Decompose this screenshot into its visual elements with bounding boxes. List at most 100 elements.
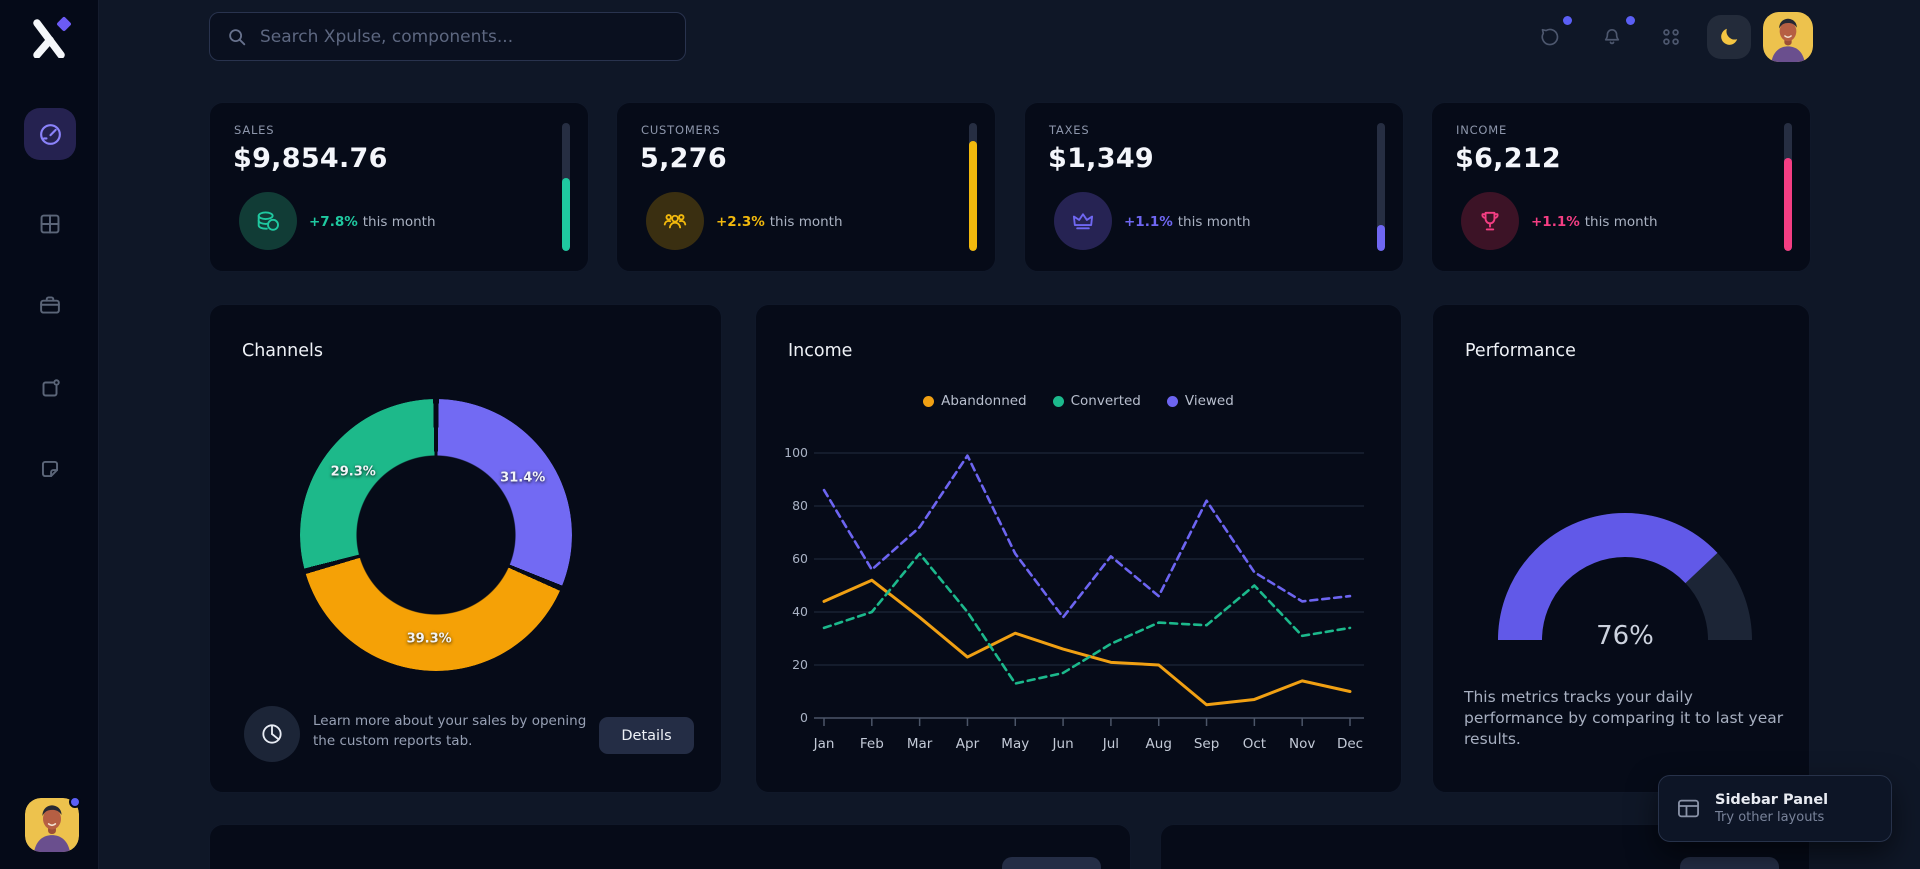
sidebar-item-frames[interactable] [24, 363, 76, 415]
channels-card: Channels 31.4% 39.3% 29.3% Learn more abou… [209, 304, 722, 793]
bell-icon[interactable] [1601, 16, 1635, 48]
status-dot [69, 796, 81, 808]
stat-value: 5,276 [640, 143, 727, 174]
legend-label: Converted [1070, 393, 1141, 409]
sidebar-item-projects[interactable] [24, 279, 76, 331]
pie-chart-icon [244, 706, 300, 762]
performance-card: Performance 76% This metrics tracks your… [1432, 304, 1810, 793]
stat-progress-track [969, 123, 977, 251]
stat-progress-track [1784, 123, 1792, 251]
svg-text:May: May [1001, 736, 1029, 752]
details-button[interactable]: Details [599, 717, 694, 754]
stat-card-taxes: TAXES $1,349 +1.1% this month [1024, 102, 1404, 272]
users-icon [661, 207, 689, 235]
stat-delta-row: +2.3% this month [716, 214, 843, 230]
stat-label: SALES [234, 123, 275, 137]
logo-x-icon [33, 17, 71, 58]
chat-badge [1563, 16, 1572, 25]
best-selling-title: Best Selling [243, 866, 350, 869]
tooltip-title: Sidebar Panel [1715, 792, 1829, 808]
apps-icon[interactable] [1660, 26, 1682, 48]
gauge-value: 76% [1596, 621, 1654, 651]
channels-note: Learn more about your sales by opening t… [313, 713, 587, 749]
stat-delta-suffix: this month [1584, 214, 1658, 230]
legend-item-converted: Converted [1052, 393, 1141, 409]
income-title: Income [788, 341, 853, 361]
search-bar [209, 12, 686, 61]
stat-progress-track [562, 123, 570, 251]
legend-dot [1166, 395, 1178, 407]
theme-toggle-button[interactable] [1707, 15, 1751, 59]
stat-bar-fill [1377, 225, 1385, 251]
gauge-fill [1498, 513, 1752, 641]
stat-icon-wrap [1054, 192, 1112, 250]
svg-text:Jul: Jul [1102, 736, 1119, 752]
stat-label: CUSTOMERS [641, 123, 721, 137]
note-icon [37, 456, 63, 482]
stat-card-sales: SALES $9,854.76 +7.8% this month [209, 102, 589, 272]
sidebar-item-components[interactable] [24, 198, 76, 250]
search-input[interactable] [260, 26, 669, 47]
legend-item-viewed: Viewed [1166, 393, 1234, 409]
stat-value: $1,349 [1048, 143, 1154, 174]
income-card: Income Abandonned Converted Viewed 0 20 40… [755, 304, 1402, 793]
tooltip-text: Sidebar Panel Try other layouts [1715, 792, 1828, 825]
tooltip-subtitle: Try other layouts [1715, 810, 1825, 825]
svg-text:20: 20 [792, 657, 808, 672]
stat-delta: +1.1% [1531, 214, 1580, 230]
briefcase-icon [37, 292, 63, 318]
sidebar-item-dashboard[interactable] [24, 108, 76, 160]
stat-card-income: INCOME $6,212 +1.1% this month [1431, 102, 1811, 272]
best-selling-action-button[interactable] [1002, 857, 1101, 869]
performance-gauge [1498, 513, 1752, 641]
channels-title: Channels [242, 341, 323, 361]
stat-icon-wrap [646, 192, 704, 250]
svg-text:80: 80 [792, 498, 808, 513]
stat-delta: +7.8% [309, 214, 358, 230]
stat-bar-fill [562, 178, 570, 251]
legend-label: Viewed [1184, 393, 1234, 409]
speedometer-icon [37, 121, 64, 148]
svg-text:Sep: Sep [1194, 736, 1219, 752]
stat-card-customers: CUSTOMERS 5,276 +2.3% this month [616, 102, 996, 272]
stat-value: $9,854.76 [233, 143, 388, 174]
chat-icon[interactable] [1539, 16, 1572, 48]
stat-delta-row: +7.8% this month [309, 214, 436, 230]
best-selling-card: Best Selling [209, 824, 1131, 869]
stat-icon-wrap [239, 192, 297, 250]
frame-dot-icon [37, 376, 63, 402]
legend-dot [923, 395, 935, 407]
user-avatar[interactable] [1763, 12, 1813, 62]
stat-delta: +2.3% [716, 214, 765, 230]
xpulse-logo[interactable] [27, 14, 71, 58]
income-line-chart: 0 20 40 60 80 100 Jan Feb Mar Apr May Jun Jul Aug Sep O… [784, 445, 1364, 752]
stat-icon-wrap [1461, 192, 1519, 250]
svg-text:Oct: Oct [1243, 736, 1266, 752]
top-selling-action-button[interactable] [1680, 857, 1779, 869]
svg-text:Jun: Jun [1052, 736, 1074, 752]
stat-value: $6,212 [1455, 143, 1561, 174]
search-icon [226, 26, 248, 48]
donut-slice-label: 31.4% [500, 470, 546, 486]
svg-text:0: 0 [800, 710, 808, 725]
moon-icon [1717, 25, 1741, 49]
stat-delta-suffix: this month [362, 214, 436, 230]
crown-icon [1069, 207, 1097, 235]
sidebar [0, 0, 99, 869]
top-selling-title: Top Selling [1194, 866, 1292, 869]
donut-slice-label: 39.3% [406, 631, 452, 647]
layout-panel-icon [1675, 795, 1702, 822]
sidebar-user-avatar[interactable] [25, 796, 81, 852]
legend-item-abandonned: Abandonned [923, 393, 1027, 409]
stat-label: TAXES [1049, 123, 1090, 137]
sidebar-item-notes[interactable] [24, 443, 76, 495]
bell-badge [1626, 16, 1635, 25]
stat-delta-suffix: this month [769, 214, 843, 230]
channels-donut-wrap: 31.4% 39.3% 29.3% [300, 399, 572, 671]
coins-icon [254, 207, 282, 235]
sidebar-panel-tooltip[interactable]: Sidebar Panel Try other layouts [1658, 775, 1892, 842]
stat-delta-row: +1.1% this month [1531, 214, 1658, 230]
donut-slice-label: 29.3% [330, 464, 376, 480]
svg-text:100: 100 [784, 445, 808, 460]
